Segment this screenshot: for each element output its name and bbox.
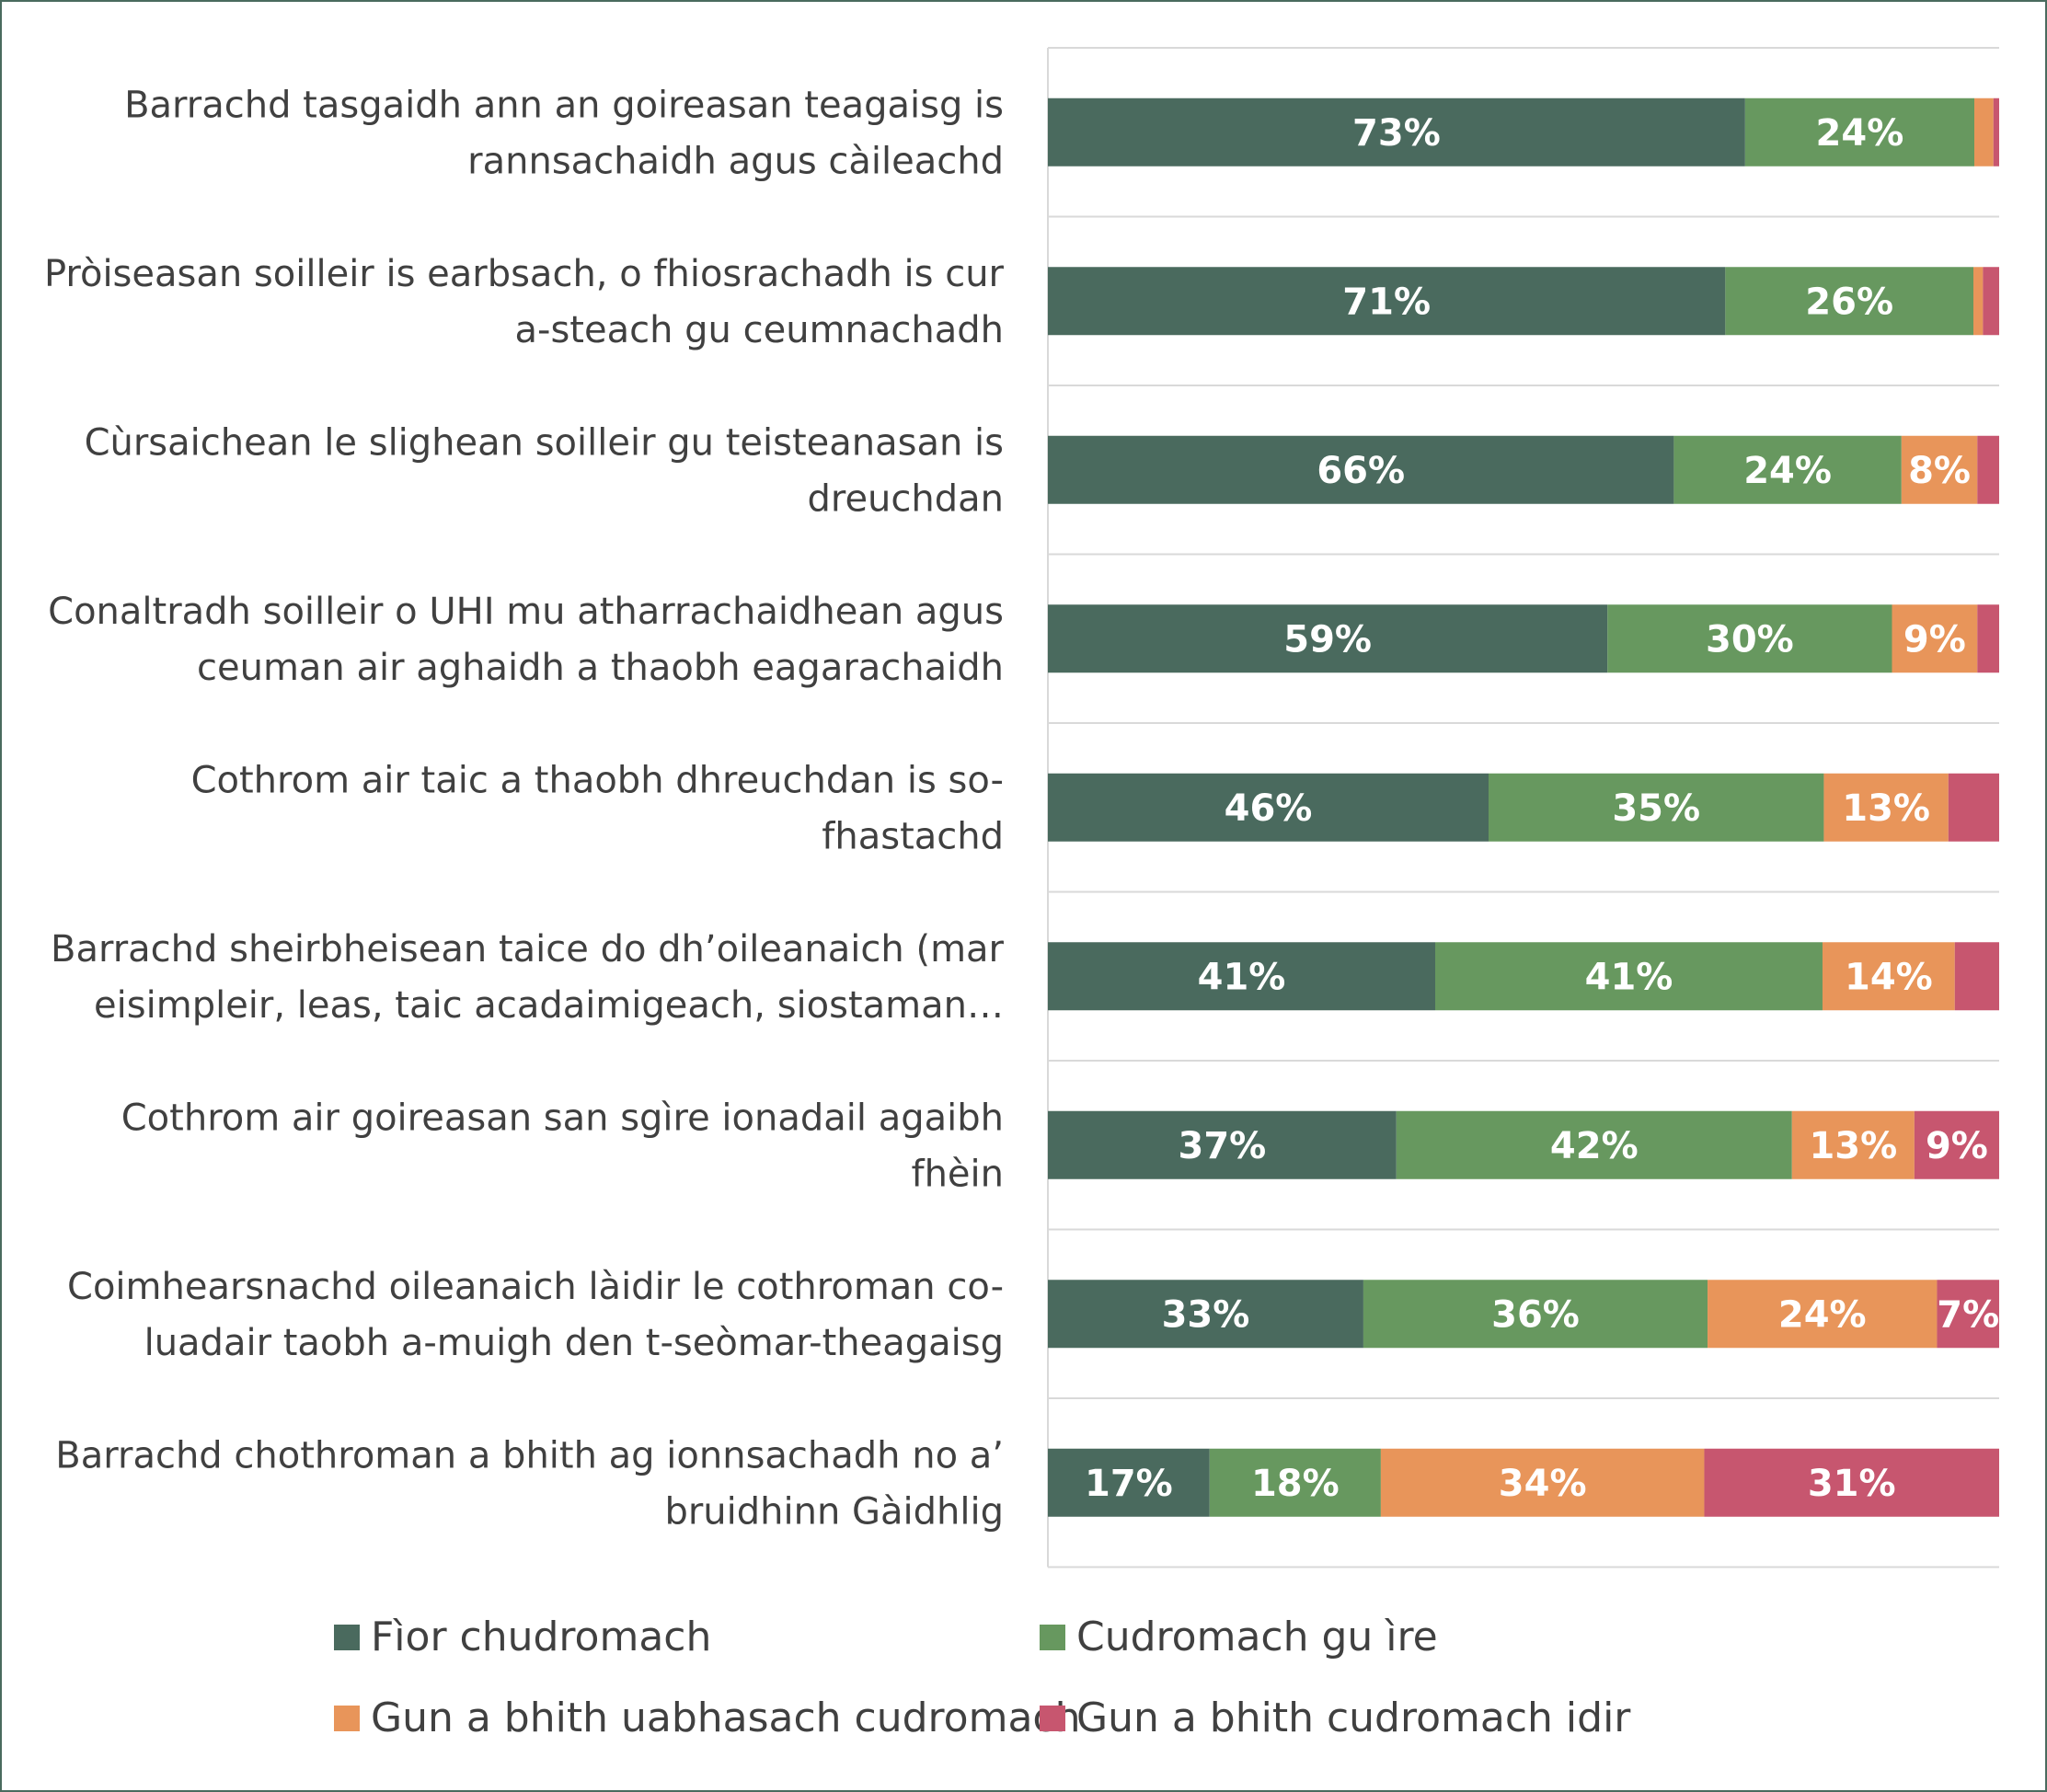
category-label: Barrachd chothroman a bhith ag ionnsacha…: [55, 1434, 1004, 1476]
category-label: eisimpleir, leas, taic acadaimigeach, si…: [94, 984, 1004, 1027]
data-label: 30%: [1706, 618, 1794, 661]
category-label: luadair taobh a-muigh den t-seòmar-theag…: [144, 1322, 1004, 1364]
legend-label: Gun a bhith uabhasach cudromach: [371, 1694, 1081, 1741]
bar-segment: [1434, 942, 1823, 1011]
legend-label: Gun a bhith cudromach idir: [1076, 1694, 1631, 1741]
category-label: a-steach gu ceumnachadh: [515, 309, 1004, 351]
bar-segment: [1725, 267, 1973, 336]
data-label: 41%: [1585, 956, 1673, 998]
legend-swatch: [1040, 1625, 1065, 1650]
bar-segment: [1708, 1280, 1938, 1349]
bar-segment: [1937, 1280, 1999, 1349]
data-label: 18%: [1251, 1463, 1340, 1505]
data-label: 26%: [1805, 281, 1893, 323]
category-label: ceuman air aghaidh a thaobh eagarachaidh: [197, 647, 1004, 689]
category-label: rannsachaidh agus càileachd: [467, 140, 1004, 182]
bar-segment: [1914, 1110, 1999, 1179]
data-label: 46%: [1225, 787, 1313, 830]
bar-segment: [1048, 942, 1435, 1011]
bar-segment: [1209, 1448, 1381, 1517]
category-label: Pròiseasan soilleir is earbsach, o fhios…: [44, 253, 1005, 295]
bar-segment: [1823, 773, 1949, 842]
bar-segment: [1993, 98, 1999, 167]
category-label: fhastachd: [822, 815, 1004, 857]
data-label: 35%: [1612, 787, 1700, 830]
legend-swatch: [334, 1625, 360, 1650]
category-label: dreuchdan: [807, 477, 1004, 520]
category-label: Coimhearsnachd oileanaich làidir le coth…: [67, 1266, 1004, 1308]
data-label: 31%: [1808, 1463, 1896, 1505]
legend-swatch: [334, 1706, 360, 1731]
data-label: 24%: [1816, 112, 1904, 155]
bar-segment: [1977, 435, 1999, 504]
bar-segment: [1983, 267, 1999, 336]
bar-segment: [1048, 98, 1745, 167]
bar-segment: [1048, 604, 1608, 673]
category-label: Cothrom air taic a thaobh dhreuchdan is …: [191, 759, 1004, 801]
bar-segment: [1048, 1110, 1397, 1179]
bar-segment: [1607, 604, 1892, 673]
bar-segment: [1488, 773, 1824, 842]
data-label: 42%: [1550, 1125, 1639, 1167]
bar-segment: [1977, 604, 1999, 673]
bar-segment: [1972, 267, 1984, 336]
category-label: Conaltradh soilleir o UHI mu atharrachai…: [48, 591, 1004, 633]
bar-segment: [1704, 1448, 1999, 1517]
bar-segment: [1892, 604, 1978, 673]
data-label: 7%: [1937, 1293, 1999, 1336]
data-label: 14%: [1845, 956, 1933, 998]
legend-label: Cudromach gu ìre: [1076, 1614, 1438, 1660]
data-label: 9%: [1926, 1125, 1988, 1167]
data-label: 13%: [1842, 787, 1930, 830]
legend-swatch: [1040, 1706, 1065, 1731]
data-label: 17%: [1085, 1463, 1173, 1505]
bar-segment: [1048, 1280, 1363, 1349]
data-label: 34%: [1499, 1463, 1587, 1505]
bar-segment: [1380, 1448, 1705, 1517]
bar-segment: [1822, 942, 1955, 1011]
category-label: bruidhinn Gàidhlig: [664, 1490, 1004, 1533]
data-label: 59%: [1283, 618, 1372, 661]
bar-segment: [1948, 773, 1999, 842]
gridlines: [1047, 47, 1999, 1568]
category-label: Barrachd sheirbheisean taice do dh’oilea…: [51, 928, 1005, 971]
data-label: 66%: [1317, 450, 1405, 492]
data-label: 8%: [1908, 450, 1971, 492]
bar-segment: [1048, 267, 1726, 336]
data-label: 73%: [1352, 112, 1441, 155]
legend-label: Fìor chudromach: [371, 1614, 711, 1660]
data-label: 24%: [1743, 450, 1832, 492]
data-label: 71%: [1342, 281, 1431, 323]
data-label: 24%: [1778, 1293, 1867, 1336]
bar-segment: [1673, 435, 1902, 504]
data-label: 36%: [1491, 1293, 1580, 1336]
category-label: Barrachd tasgaidh ann an goireasan teaga…: [124, 84, 1004, 126]
category-label: Cùrsaichean le slighean soilleir gu teis…: [85, 421, 1004, 464]
bar-segment: [1954, 942, 1999, 1011]
bar-segment: [1048, 1448, 1210, 1517]
bar-segment: [1744, 98, 1975, 167]
bar-segment: [1048, 435, 1674, 504]
bar-segment: [1974, 98, 1994, 167]
data-label: 37%: [1179, 1125, 1267, 1167]
bars: 73% 24% 71% 26% 66% 24% 8% 59% 30% 9% 46% 35% 13% 41%…: [1048, 98, 1999, 1517]
legend: Fìor chudromach Cudromach gu ìre Gun a bhi…: [334, 1614, 1631, 1741]
data-label: 9%: [1903, 618, 1966, 661]
category-label: Cothrom air goireasan san sgìre ionadail…: [121, 1097, 1004, 1139]
data-label: 41%: [1198, 956, 1286, 998]
bar-segment: [1363, 1280, 1708, 1349]
bar-segment: [1048, 773, 1489, 842]
data-label: 13%: [1809, 1125, 1897, 1167]
bar-segment: [1396, 1110, 1792, 1179]
data-label: 33%: [1162, 1293, 1250, 1336]
bar-segment: [1791, 1110, 1915, 1179]
category-label: fhèin: [911, 1153, 1004, 1195]
bar-segment: [1901, 435, 1978, 504]
category-labels: Barrachd tasgaidh ann an goireasan teaga…: [44, 84, 1005, 1533]
